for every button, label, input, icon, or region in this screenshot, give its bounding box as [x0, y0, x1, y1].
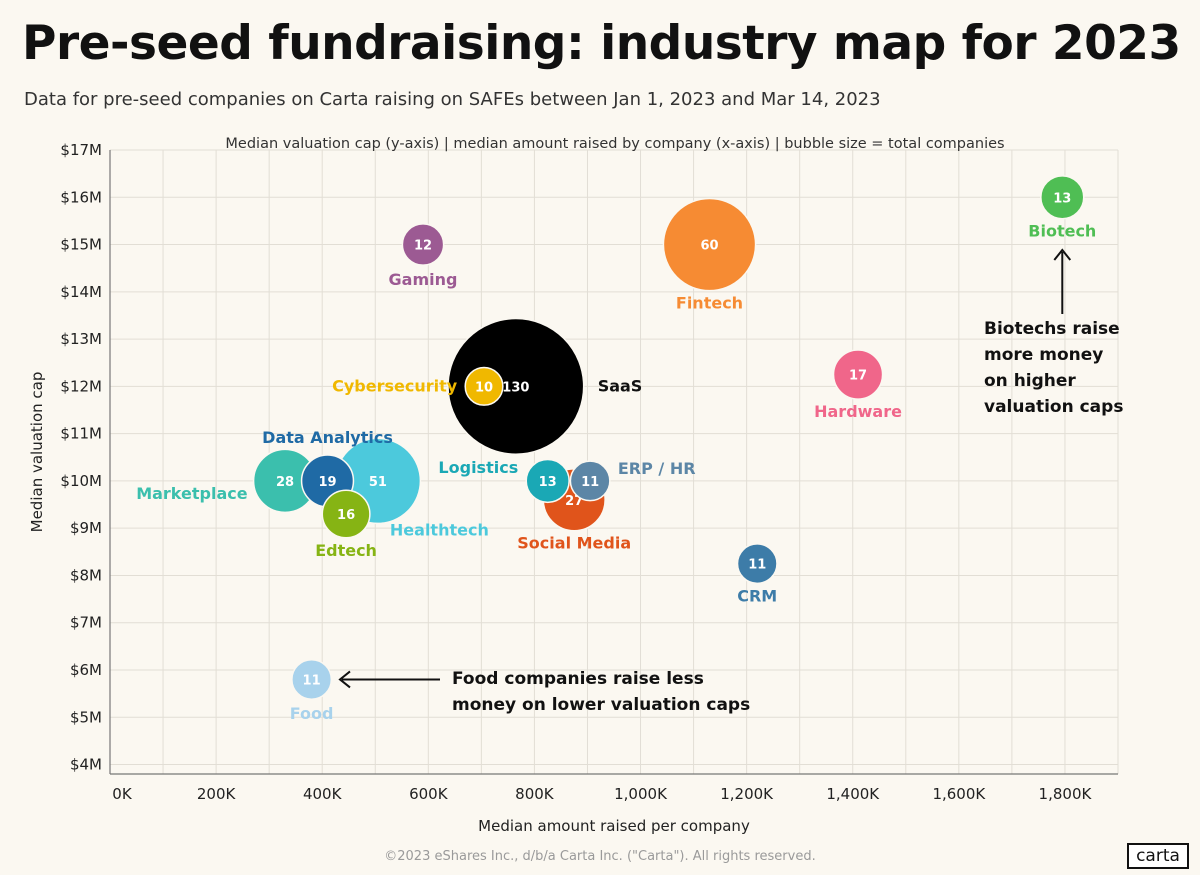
bubble-food [291, 658, 333, 700]
y-tick-label: $10M [60, 472, 102, 490]
category-label: Food [290, 704, 334, 723]
annotation-arrows [338, 248, 1072, 689]
y-tick-label: $16M [60, 188, 102, 206]
y-axis-label: Median valuation cap [28, 372, 46, 533]
bubble-logistics [525, 458, 570, 504]
y-tick-label: $17M [60, 141, 102, 159]
category-label: Healthtech [390, 520, 489, 539]
x-axis-label: Median amount raised per company [478, 817, 750, 835]
category-label: Edtech [315, 541, 377, 560]
category-label: ERP / HR [618, 459, 696, 478]
y-tick-label: $5M [70, 708, 102, 726]
bubble-count-label: 51 [369, 475, 387, 490]
bubble-count-label: 28 [276, 475, 294, 490]
y-tick-label: $14M [60, 283, 102, 301]
bubble-count-label: 13 [539, 475, 557, 490]
bubble-erp-hr [569, 460, 611, 502]
bubble-labels: SaaS Fintech Healthtech Marketplace Social M… [136, 222, 1096, 723]
biotech-annotation: Biotechs raise more money on higher valu… [984, 319, 1124, 417]
category-label: Fintech [676, 294, 743, 313]
category-label: Marketplace [136, 484, 248, 503]
bubble-hardware [832, 349, 884, 400]
category-label: Cybersecurity [332, 376, 458, 395]
y-tick-label: $11M [60, 425, 102, 443]
food-annotation: Food companies raise less money on lower… [452, 669, 751, 715]
bubble-count-label: 17 [849, 369, 867, 384]
bubble-count-label: 19 [318, 475, 336, 490]
y-tick-label: $12M [60, 377, 102, 395]
y-tick-label: $15M [60, 236, 102, 254]
x-tick-label: 1,800K [1039, 785, 1093, 803]
x-tick-label: 800K [515, 785, 555, 803]
bubble-cybersecurity [464, 366, 504, 406]
bubble-count-label: 11 [748, 558, 766, 573]
copyright-footer: ©2023 eShares Inc., d/b/a Carta Inc. ("C… [384, 849, 816, 864]
carta-logo: carta [1127, 843, 1189, 869]
y-tick-label: $4M [70, 756, 102, 774]
bubble-count-label: 11 [581, 475, 599, 490]
y-tick-label: $7M [70, 614, 102, 632]
bubble-count-label: 60 [700, 239, 718, 254]
x-tick-label: 1,200K [720, 785, 774, 803]
category-label: CRM [737, 586, 777, 605]
category-label: Social Media [517, 534, 631, 553]
category-label: Logistics [438, 458, 518, 477]
bubble-edtech [321, 489, 371, 539]
x-tick-label: 400K [303, 785, 343, 803]
chart-subtitle: Data for pre-seed companies on Carta rai… [24, 89, 881, 110]
x-tick-label: 1,000K [614, 785, 668, 803]
axes: $4M $5M $6M $7M $8M $9M $10M $11M $12M $13M $14M $1… [60, 141, 1118, 803]
biotech-arrowhead [1053, 248, 1072, 261]
category-label: Data Analytics [262, 428, 393, 447]
x-tick-label: 0K [112, 785, 133, 803]
bubble-crm [736, 543, 778, 585]
y-tick-label: $9M [70, 519, 102, 537]
y-tick-label: $6M [70, 661, 102, 679]
x-tick-label: 200K [197, 785, 237, 803]
category-label: SaaS [598, 376, 643, 395]
y-tick-label: $8M [70, 566, 102, 584]
bubble-fintech [662, 197, 757, 292]
y-tick-label: $13M [60, 330, 102, 348]
grid [110, 149, 1119, 774]
bubble-biotech [1040, 175, 1085, 220]
chart-axes-description: Median valuation cap (y-axis) | median a… [225, 136, 1004, 152]
x-tick-label: 1,400K [826, 785, 880, 803]
x-tick-label: 600K [409, 785, 449, 803]
category-label: Gaming [389, 270, 458, 289]
x-tick-label: 1,600K [932, 785, 986, 803]
food-arrowhead [338, 670, 351, 689]
bubble-count-label: 10 [475, 380, 493, 395]
bubble-count-label: 11 [303, 673, 321, 688]
bubble-saas [447, 317, 585, 455]
bubble-count-label: 12 [414, 239, 432, 254]
category-label: Hardware [814, 402, 902, 421]
bubble-gaming [401, 223, 445, 266]
bubble-count-label: 130 [502, 380, 529, 395]
category-label: Biotech [1028, 222, 1096, 241]
bubble-count-label: 13 [1053, 191, 1071, 206]
chart-title-main: Pre-seed fundraising: industry map for 2… [22, 16, 1181, 71]
bubble-count-label: 16 [337, 508, 355, 523]
